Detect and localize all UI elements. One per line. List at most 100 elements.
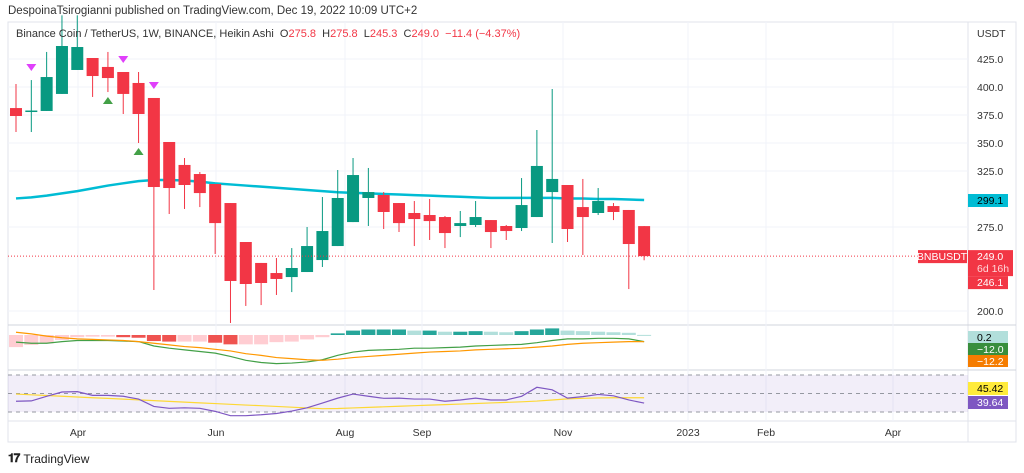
open-value: 275.8 [288,28,317,40]
macd-histogram-bar [545,328,560,335]
macd-histogram-bar [315,335,330,338]
candle-body [86,57,99,77]
candle-body [469,217,482,225]
macd-value-badge [968,355,1008,367]
time-tick-label: Nov [554,427,573,439]
macd-histogram-bar [162,335,177,342]
candle-body [638,226,651,257]
candle-body [163,141,176,189]
macd-histogram-bar [238,335,253,345]
rsi-ma-badge [968,382,1008,395]
rsi-ma-text: 45.42 [977,383,1003,395]
macd-histogram-bar [177,335,192,342]
countdown-text: 6d 16h [977,263,1009,275]
open-label: O [279,28,289,40]
brand-name: TradingView [23,451,90,466]
price-tick-label: 375.0 [977,110,1003,122]
macd-histogram-bar [131,335,146,338]
time-tick-label: Sep [413,427,432,439]
symbol-badge-text: BNBUSDT [917,251,968,263]
macd-histogram-bar [330,333,345,335]
candle-body [178,164,191,185]
candle-body [301,246,314,273]
candle-body [255,262,268,283]
candle-body [500,225,513,232]
price-tick-label: 350.0 [977,138,1003,150]
footer-brand[interactable]: 𝟏𝟕 TradingView [8,451,89,466]
price-tick-label: 325.0 [977,166,1003,178]
macd-histogram-bar [621,332,636,335]
secondary-price-badge [968,276,1008,290]
macd-histogram-bar [591,331,606,335]
macd-value-text: 0.2 [977,332,992,344]
ma-value-badge [968,194,1008,208]
high-label: H [322,28,331,40]
time-tick-label: Aug [336,427,355,439]
symbol-badge [918,250,967,264]
time-tick-label: Feb [757,427,775,439]
sell-signal-triangle-icon [148,81,159,89]
high-value: 275.8 [330,28,358,40]
macd-value-badge [968,343,1008,355]
secondary-price-text: 246.1 [977,277,1003,289]
macd-histogram-bar [146,335,161,342]
candle-body [55,46,68,94]
sell-signal-triangle-icon [26,64,37,72]
sell-signal-triangle-icon [118,55,129,63]
macd-histogram-bar [116,335,131,338]
macd-histogram-bar [24,335,39,345]
candle-body [270,273,283,279]
macd-histogram-bar [85,335,100,337]
last-price-text: 249.0 [977,251,1003,263]
ma-value-text: 299.1 [977,195,1003,207]
price-tick-label: 400.0 [977,82,1003,94]
time-tick-label: Apr [70,427,87,439]
candle-body [193,174,206,194]
candle-body [347,175,360,223]
macd-histogram-bar [392,329,406,335]
close-label: C [403,28,412,40]
macd-histogram-bar [223,335,238,345]
time-tick-label: 2023 [676,427,700,439]
candle-body [40,77,53,111]
candle-body [10,108,22,117]
macd-value-badge [968,331,1008,343]
time-tick-label: Jun [208,427,225,439]
buy-signal-triangle-icon [133,148,144,155]
candle-body [546,178,559,193]
candle-body [285,267,298,278]
macd-histogram-bar [468,331,483,335]
macd-histogram-bar [499,332,514,335]
macd-histogram-bar [100,335,115,337]
macd-histogram-bar [39,335,54,344]
close-value: 249.0 [411,28,440,40]
candle-body [147,97,160,188]
candle-body [423,215,436,222]
rsi-line [15,386,645,417]
rsi-badge [968,396,1008,409]
symbol-title[interactable]: Binance Coin / TetherUS, 1W, BINANCE, He… [16,28,274,40]
macd-histogram-bar [422,330,437,335]
macd-histogram-bar [284,335,299,342]
macd-histogram-bar [437,331,452,335]
time-tick-label: Apr [885,427,902,439]
currency-label: USDT [977,28,1006,40]
candle-body [393,203,405,224]
low-label: L [363,28,370,40]
macd-value-text: −12.0 [977,344,1004,356]
candle-body [561,185,574,230]
publish-header: DespoinaTsirogianni published on Trading… [8,5,418,17]
candle-body [71,47,84,70]
candle-body [408,213,421,220]
chart-frame [7,21,1017,443]
candle-body [607,206,620,212]
buy-signal-triangle-icon [102,97,113,105]
candle-body [331,197,344,247]
candle-body [132,82,145,114]
candle-body [316,231,329,261]
candle-body [101,66,114,79]
candle-body [622,209,635,245]
macd-histogram-bar [483,331,498,335]
macd-histogram-bar [269,335,284,343]
